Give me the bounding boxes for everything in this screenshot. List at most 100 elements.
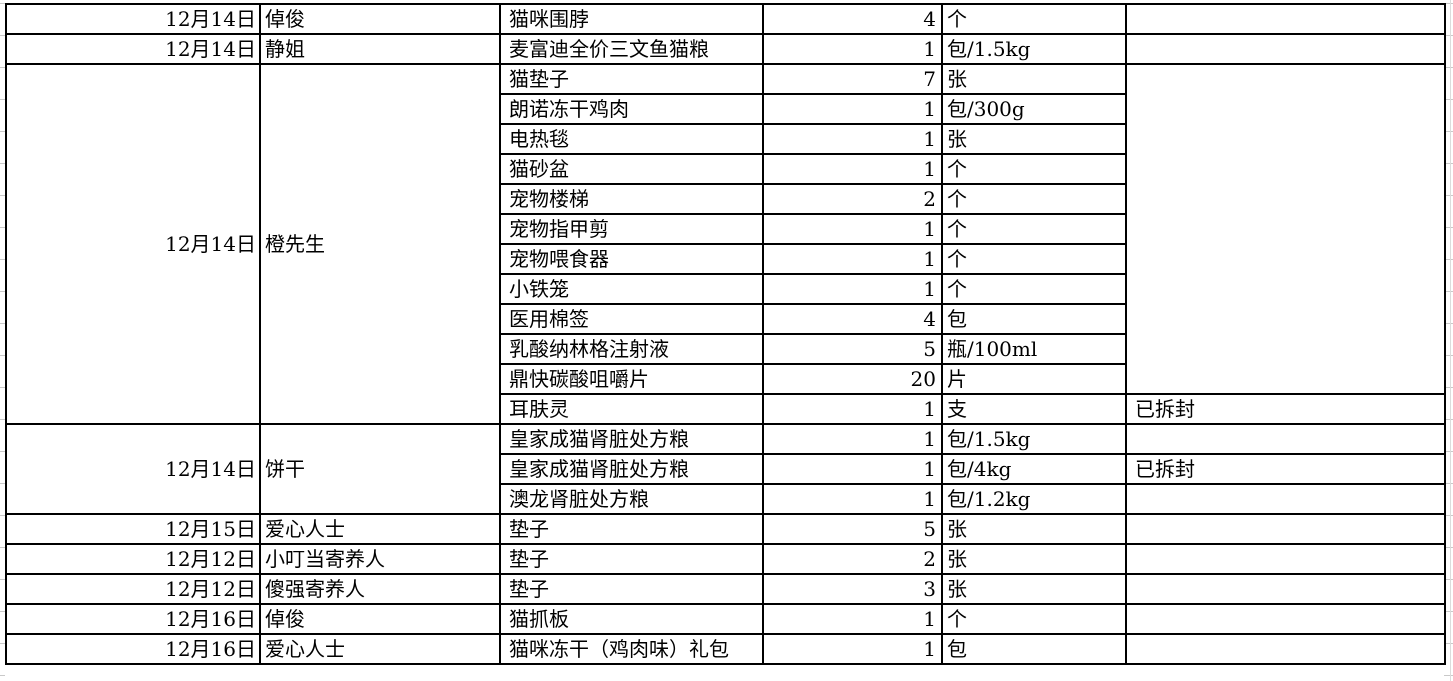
cell-item[interactable]: 乳酸纳林格注射液 <box>499 333 764 365</box>
cell-quantity[interactable]: 1 <box>762 453 943 485</box>
cell-date[interactable]: 12月15日 <box>5 513 261 545</box>
cell-item[interactable]: 猫垫子 <box>499 63 764 95</box>
cell-date-merged[interactable]: 12月14日 <box>5 423 261 515</box>
cell-unit[interactable]: 个 <box>941 273 1127 305</box>
cell-unit[interactable]: 个 <box>941 213 1127 245</box>
cell-unit[interactable]: 张 <box>941 543 1127 575</box>
cell-quantity[interactable]: 1 <box>762 33 943 65</box>
donation-table: 12月14日 倬俊 猫咪围脖 4 个 12月14日 静姐 麦富迪全价三文鱼猫粮 … <box>5 3 1446 665</box>
cell-item[interactable]: 麦富迪全价三文鱼猫粮 <box>499 33 764 65</box>
cell-item[interactable]: 朗诺冻干鸡肉 <box>499 93 764 125</box>
cell-donor[interactable]: 倬俊 <box>259 603 501 635</box>
cell-note[interactable] <box>1125 633 1446 665</box>
cell-item[interactable]: 猫咪围脖 <box>499 3 764 35</box>
cell-unit[interactable]: 包 <box>941 303 1127 335</box>
cell-note[interactable] <box>1125 603 1446 635</box>
cell-item[interactable]: 澳龙肾脏处方粮 <box>499 483 764 515</box>
cell-unit[interactable]: 张 <box>941 123 1127 155</box>
cell-quantity[interactable]: 5 <box>762 333 943 365</box>
cell-item[interactable]: 电热毯 <box>499 123 764 155</box>
cell-note-merged[interactable] <box>1125 63 1446 395</box>
cell-donor-merged[interactable]: 橙先生 <box>259 63 501 425</box>
cell-note[interactable] <box>1125 543 1446 575</box>
cell-item[interactable]: 宠物楼梯 <box>499 183 764 215</box>
cell-quantity[interactable]: 1 <box>762 213 943 245</box>
cell-date-merged[interactable]: 12月14日 <box>5 63 261 425</box>
cell-unit[interactable]: 张 <box>941 513 1127 545</box>
cell-quantity[interactable]: 1 <box>762 93 943 125</box>
cell-note[interactable] <box>1125 3 1446 35</box>
cell-donor[interactable]: 倬俊 <box>259 3 501 35</box>
cell-unit[interactable]: 张 <box>941 573 1127 605</box>
cell-unit[interactable]: 瓶/100ml <box>941 333 1127 365</box>
cell-quantity[interactable]: 1 <box>762 273 943 305</box>
cell-note[interactable] <box>1125 483 1446 515</box>
cell-note[interactable] <box>1125 423 1446 455</box>
cell-note[interactable] <box>1125 513 1446 545</box>
cell-unit[interactable]: 个 <box>941 183 1127 215</box>
cell-quantity[interactable]: 5 <box>762 513 943 545</box>
cell-item[interactable]: 垫子 <box>499 573 764 605</box>
cell-unit[interactable]: 包/1.5kg <box>941 423 1127 455</box>
cell-item[interactable]: 皇家成猫肾脏处方粮 <box>499 423 764 455</box>
cell-item[interactable]: 小铁笼 <box>499 273 764 305</box>
cell-unit[interactable]: 包/300g <box>941 93 1127 125</box>
cell-date[interactable]: 12月12日 <box>5 543 261 575</box>
cell-quantity[interactable]: 20 <box>762 363 943 395</box>
cell-donor[interactable]: 爱心人士 <box>259 513 501 545</box>
cell-item[interactable]: 皇家成猫肾脏处方粮 <box>499 453 764 485</box>
cell-quantity[interactable]: 3 <box>762 573 943 605</box>
cell-note[interactable]: 已拆封 <box>1125 393 1446 425</box>
cell-note[interactable] <box>1125 573 1446 605</box>
cell-item[interactable]: 宠物喂食器 <box>499 243 764 275</box>
table-row: 宠物喂食器 1 个 <box>6 243 1445 275</box>
cell-donor[interactable]: 小叮当寄养人 <box>259 543 501 575</box>
cell-unit[interactable]: 支 <box>941 393 1127 425</box>
cell-unit[interactable]: 个 <box>941 153 1127 185</box>
cell-item[interactable]: 垫子 <box>499 513 764 545</box>
cell-quantity[interactable]: 1 <box>762 123 943 155</box>
cell-quantity[interactable]: 2 <box>762 183 943 215</box>
cell-unit[interactable]: 张 <box>941 63 1127 95</box>
cell-quantity[interactable]: 4 <box>762 3 943 35</box>
cell-donor[interactable]: 爱心人士 <box>259 633 501 665</box>
cell-date[interactable]: 12月16日 <box>5 633 261 665</box>
cell-unit[interactable]: 个 <box>941 243 1127 275</box>
cell-date[interactable]: 12月14日 <box>5 33 261 65</box>
cell-item[interactable]: 鼎快碳酸咀嚼片 <box>499 363 764 395</box>
cell-quantity[interactable]: 1 <box>762 423 943 455</box>
cell-item[interactable]: 猫砂盆 <box>499 153 764 185</box>
cell-date[interactable]: 12月12日 <box>5 573 261 605</box>
cell-unit[interactable]: 片 <box>941 363 1127 395</box>
cell-quantity[interactable]: 1 <box>762 153 943 185</box>
cell-item[interactable]: 垫子 <box>499 543 764 575</box>
cell-quantity[interactable]: 1 <box>762 603 943 635</box>
cell-item[interactable]: 猫抓板 <box>499 603 764 635</box>
cell-date[interactable]: 12月14日 <box>5 3 261 35</box>
cell-unit[interactable]: 包 <box>941 633 1127 665</box>
cell-note[interactable]: 已拆封 <box>1125 453 1446 485</box>
cell-quantity[interactable]: 1 <box>762 393 943 425</box>
cell-quantity[interactable]: 4 <box>762 303 943 335</box>
cell-unit[interactable]: 个 <box>941 3 1127 35</box>
cell-note[interactable] <box>1125 33 1446 65</box>
cell-quantity[interactable]: 1 <box>762 483 943 515</box>
cell-unit[interactable]: 包/1.2kg <box>941 483 1127 515</box>
cell-unit[interactable]: 个 <box>941 603 1127 635</box>
cell-quantity[interactable]: 1 <box>762 633 943 665</box>
cell-quantity[interactable]: 7 <box>762 63 943 95</box>
cell-unit[interactable]: 包/4kg <box>941 453 1127 485</box>
cell-date[interactable]: 12月16日 <box>5 603 261 635</box>
cell-unit[interactable]: 包/1.5kg <box>941 33 1127 65</box>
cell-quantity[interactable]: 1 <box>762 243 943 275</box>
cell-donor[interactable]: 静姐 <box>259 33 501 65</box>
cell-donor[interactable]: 傻强寄养人 <box>259 573 501 605</box>
cell-item[interactable]: 猫咪冻干（鸡肉味）礼包 <box>499 633 764 665</box>
cell-item[interactable]: 医用棉签 <box>499 303 764 335</box>
cell-item[interactable]: 宠物指甲剪 <box>499 213 764 245</box>
cell-quantity[interactable]: 2 <box>762 543 943 575</box>
cell-donor-merged[interactable]: 饼干 <box>259 423 501 515</box>
cell-item[interactable]: 耳肤灵 <box>499 393 764 425</box>
table-row: 12月12日 傻强寄养人 垫子 3 张 <box>5 573 1446 605</box>
